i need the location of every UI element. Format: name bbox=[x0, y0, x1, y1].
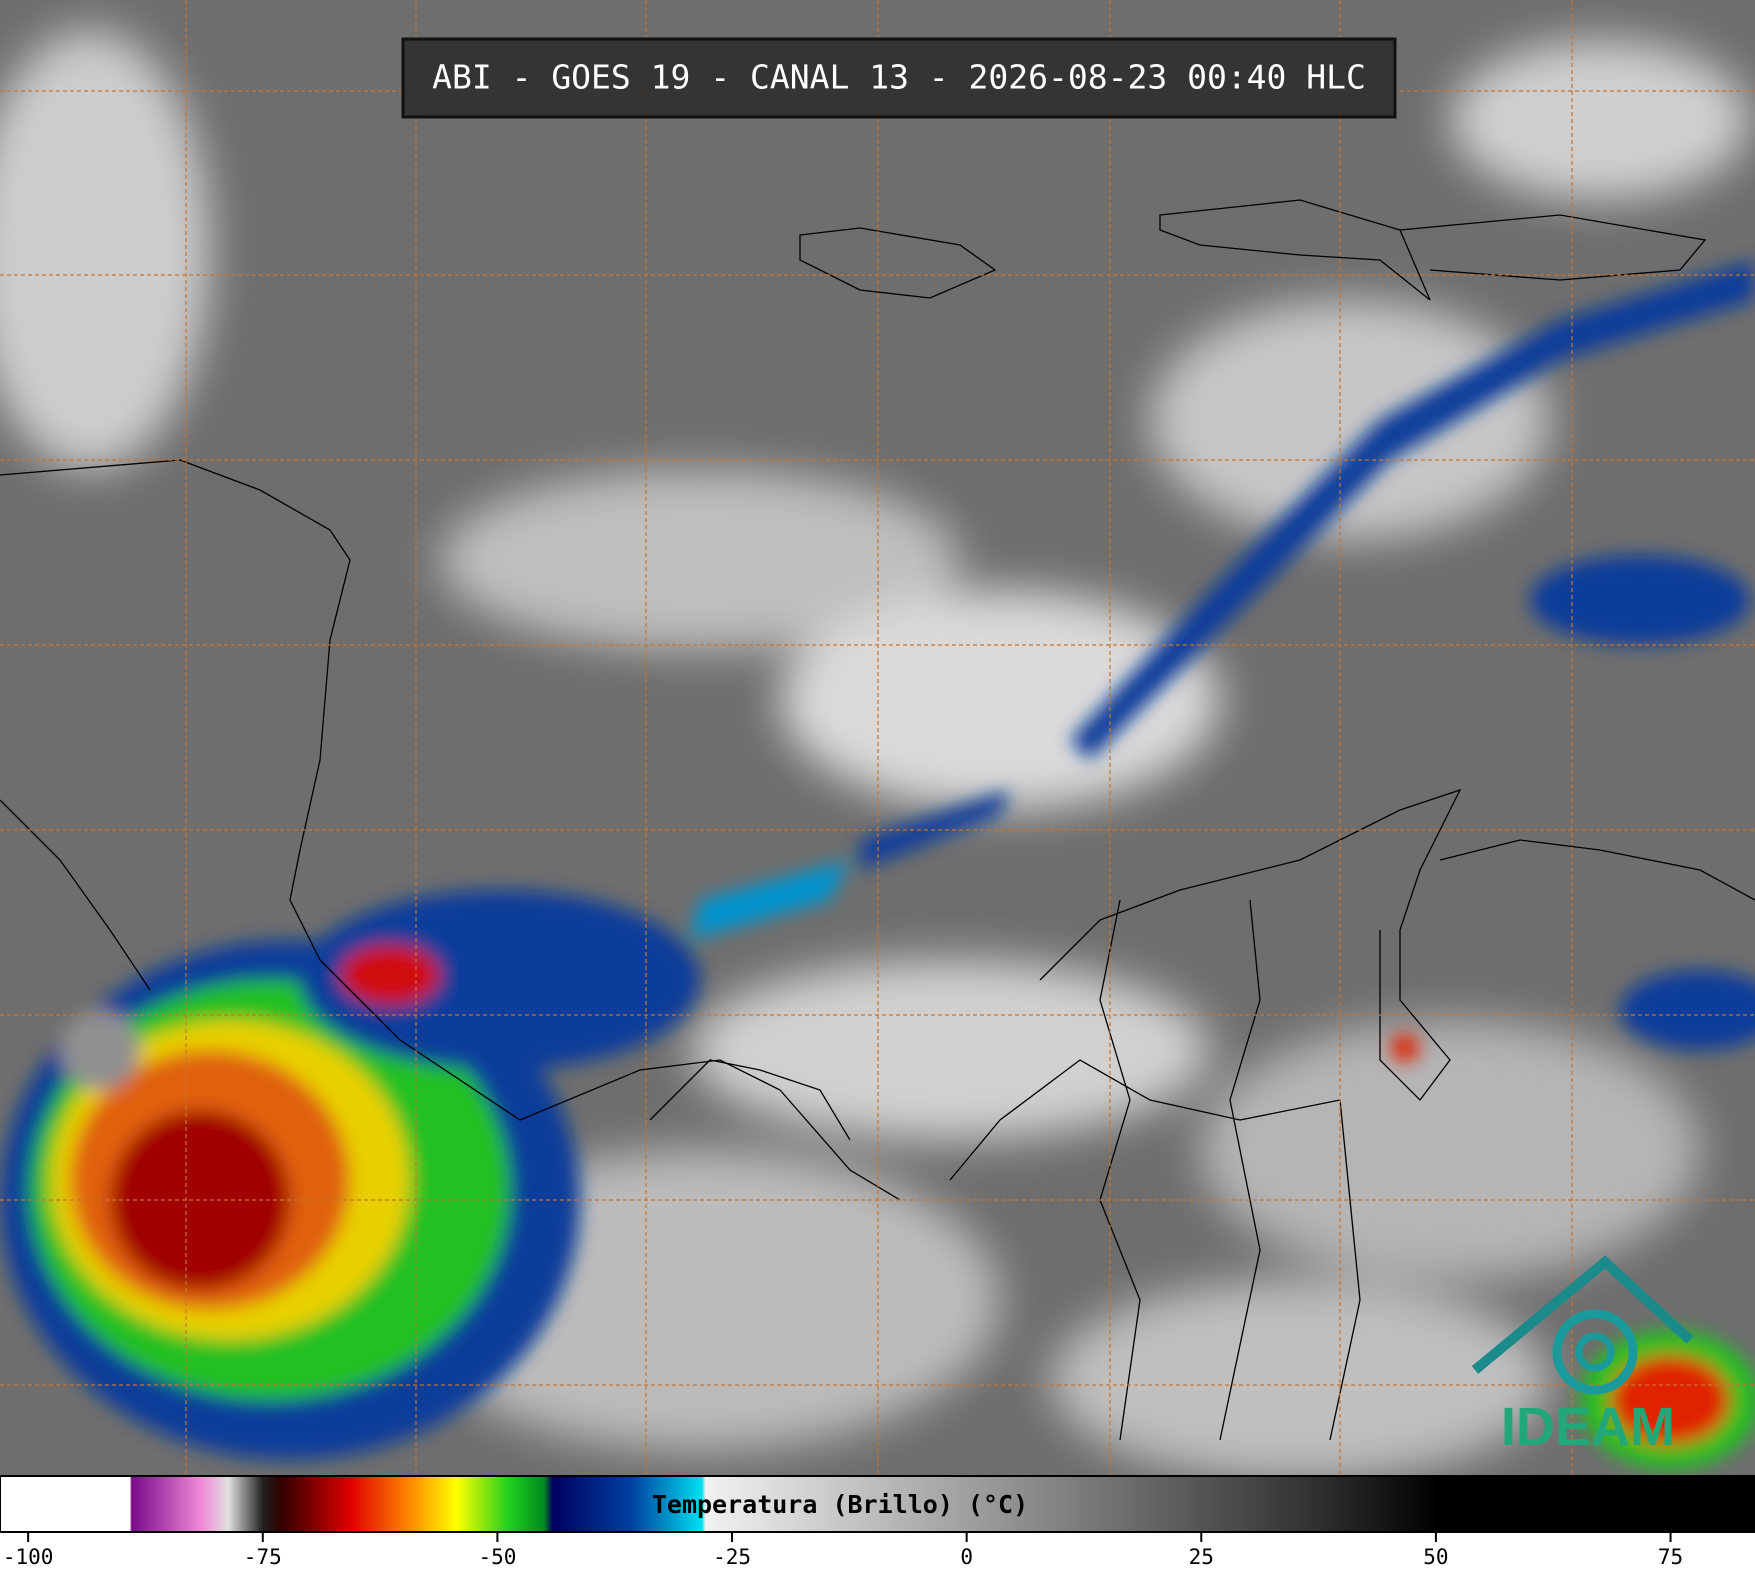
colorbar-tick-label: 75 bbox=[1658, 1545, 1683, 1569]
colorbar-tick-label: 50 bbox=[1423, 1545, 1448, 1569]
map-imagery bbox=[0, 0, 1755, 1480]
colorbar-tick-label: -25 bbox=[713, 1545, 751, 1569]
title: ABI - GOES 19 - CANAL 13 - 2026-08-23 00… bbox=[432, 58, 1366, 97]
colorbar-tick-label: -75 bbox=[244, 1545, 282, 1569]
title-box bbox=[401, 37, 1397, 119]
colorbar: Temperatura (Brillo) (°C) bbox=[0, 1475, 1755, 1533]
colorbar-tick-label: -100 bbox=[3, 1545, 54, 1569]
logo: IDEAM bbox=[1471, 1255, 1694, 1457]
colorbar-tick-label: 0 bbox=[960, 1545, 973, 1569]
colorbar-tick-label: -50 bbox=[478, 1545, 516, 1569]
graticule bbox=[0, 0, 1755, 1476]
colorbar-tick-label: 25 bbox=[1189, 1545, 1214, 1569]
colorbar-gradient bbox=[0, 1475, 1755, 1533]
colorbar-label: Temperatura (Brillo) (°C) bbox=[652, 1490, 1028, 1519]
logo-text: IDEAM bbox=[1501, 1397, 1675, 1457]
